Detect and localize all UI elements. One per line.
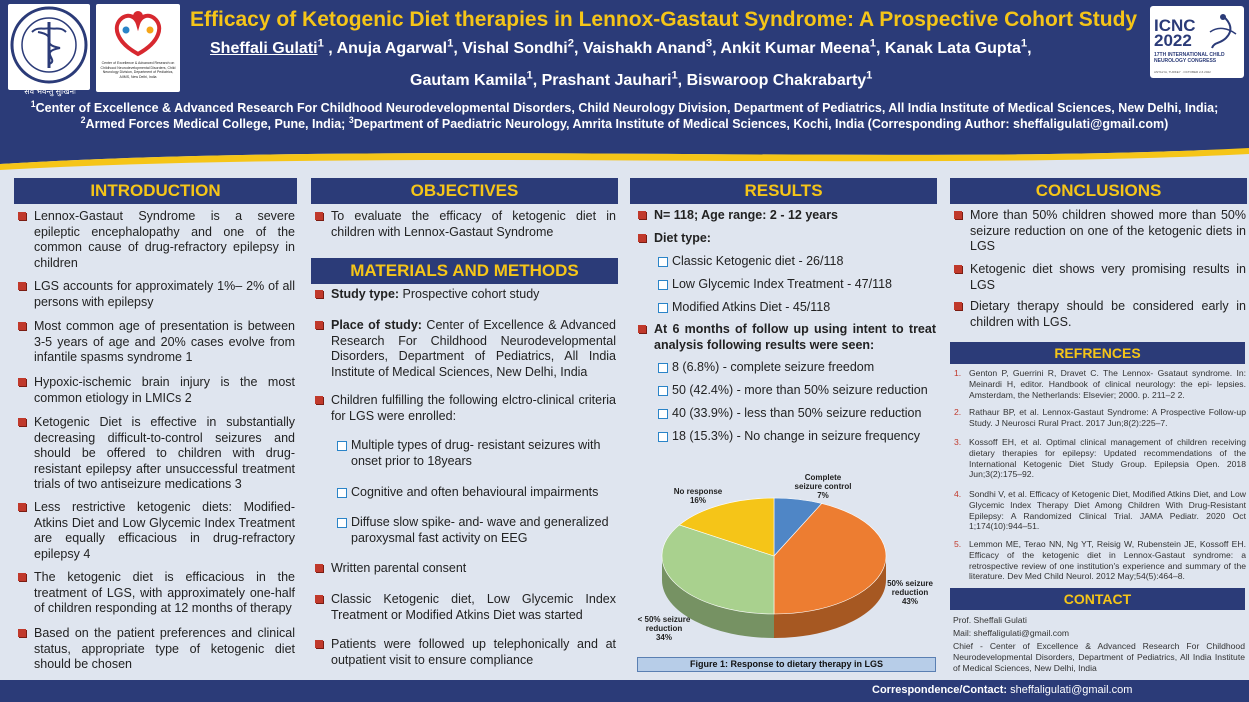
author-name: Kanak Lata Gupta bbox=[884, 40, 1021, 57]
author-name: Sheffali Gulati bbox=[210, 40, 318, 57]
intro-bullet: Hypoxic-ischemic brain injury is the mos… bbox=[16, 375, 295, 406]
aiims-motto: सर्वे भवन्तु सुखिनः bbox=[24, 87, 76, 96]
author-name: Vaishakh Anand bbox=[582, 40, 706, 57]
figure-caption: Figure 1: Response to dietary therapy in… bbox=[637, 657, 936, 672]
author-sup: 1 bbox=[1020, 37, 1028, 50]
author-sup: 1 bbox=[671, 69, 678, 82]
author-sup: 1 bbox=[869, 37, 876, 50]
contact-role: Chief - Center of Excellence & Advanced … bbox=[953, 641, 1245, 673]
methods-heading: MATERIALS AND METHODS bbox=[311, 258, 618, 284]
contact-heading: CONTACT bbox=[950, 588, 1245, 610]
author-name: Ankit Kumar Meena bbox=[720, 40, 870, 57]
icnc-logo-text: ICNC 2022 bbox=[1154, 16, 1196, 50]
diet-type-item: Modified Atkins Diet - 45/118 bbox=[656, 300, 936, 316]
conclusion-bullet: More than 50% children showed more than … bbox=[952, 208, 1246, 255]
reference-item: 1. Genton P, Guerrini R, Dravet C. The Le… bbox=[954, 368, 1246, 400]
conclusion-bullet: Ketogenic diet shows very promising resu… bbox=[952, 262, 1246, 293]
author-name: Biswaroop Chakrabarty bbox=[686, 72, 867, 89]
intro-bullet: Based on the patient preferences and cli… bbox=[16, 626, 295, 673]
diet-type-item: Classic Ketogenic diet - 26/118 bbox=[656, 254, 936, 270]
results-followup-line: At 6 months of follow up using intent to… bbox=[636, 322, 936, 353]
methods-bullet-criteria: Children fulfilling the following elctro… bbox=[313, 393, 616, 424]
icnc-2022-logo: ICNC 2022 17TH INTERNATIONAL CHILD NEURO… bbox=[1150, 6, 1244, 78]
references-heading: REFRENCES bbox=[950, 342, 1245, 364]
poster-header bbox=[0, 0, 1249, 150]
aiims-logo bbox=[8, 4, 90, 90]
footer-contact: Correspondence/Contact: sheffaligulati@g… bbox=[872, 684, 1133, 696]
pie-slice-2 bbox=[773, 503, 887, 615]
intro-bullet: Ketogenic Diet is effective in substanti… bbox=[16, 415, 295, 493]
pie-label-1: Complete seizure control 7% bbox=[794, 473, 852, 500]
poster-title: Efficacy of Ketogenic Diet therapies in … bbox=[190, 8, 1138, 31]
dancer-icon bbox=[1209, 14, 1237, 49]
conclusions-heading: CONCLUSIONS bbox=[950, 178, 1247, 204]
pie-slice-3 bbox=[661, 524, 775, 615]
results-diet-type-label: Diet type: bbox=[636, 231, 936, 247]
outcome-item: 50 (42.4%) - more than 50% seizure reduc… bbox=[656, 383, 936, 399]
criteria-item: Multiple types of drug- resistant seizur… bbox=[335, 438, 615, 469]
conclusion-bullet: Dietary therapy should be considered ear… bbox=[952, 299, 1246, 330]
objectives-heading: OBJECTIVES bbox=[311, 178, 618, 204]
results-heading: RESULTS bbox=[630, 178, 937, 204]
reference-item: 4. Sondhi V, et al. Efficacy of Ketogenic… bbox=[954, 489, 1246, 532]
pie-slice-side bbox=[774, 556, 886, 638]
reference-item: 3. Kossoff EH, et al. Optimal clinical ma… bbox=[954, 437, 1246, 480]
intro-bullet: LGS accounts for approximately 1%– 2% of… bbox=[16, 279, 295, 310]
outcome-item: 40 (33.9%) - less than 50% seizure reduc… bbox=[656, 406, 936, 422]
intro-bullet: Most common age of presentation is betwe… bbox=[16, 319, 295, 366]
author-sup: 1 bbox=[317, 37, 324, 50]
author-sup: 3 bbox=[705, 37, 713, 50]
introduction-heading: INTRODUCTION bbox=[14, 178, 297, 204]
pie-slice-side bbox=[662, 556, 774, 638]
outcome-item: 18 (15.3%) - No change in seizure freque… bbox=[656, 429, 936, 445]
authors-line-2: Gautam Kamila1, Prashant Jauhari1, Biswa… bbox=[410, 69, 873, 89]
author-name: Prashant Jauhari bbox=[541, 72, 672, 89]
reference-item: 2. Rathaur BP, et al. Lennox-Gastaut Synd… bbox=[954, 407, 1246, 428]
author-name: Gautam Kamila bbox=[410, 72, 527, 89]
affiliation-line-1: 1Center of Excellence & Advanced Researc… bbox=[30, 98, 1219, 115]
pie-label-3: < 50% seizure reduction 34% bbox=[637, 615, 691, 642]
author-sup: 2 bbox=[567, 37, 574, 50]
affiliation-line-2: 2Armed Forces Medical College, Pune, Ind… bbox=[80, 114, 1169, 131]
criteria-item: Cognitive and often behavioural impairme… bbox=[335, 485, 615, 501]
contact-name: Prof. Sheffali Gulati bbox=[953, 615, 1027, 625]
pie-label-4: No response 16% bbox=[673, 487, 723, 505]
authors-line-1: Sheffali Gulati1 , Anuja Agarwal1, Visha… bbox=[210, 37, 1032, 57]
contact-mail: Mail: sheffaligulati@gmail.com bbox=[953, 628, 1070, 638]
intro-bullet: Lennox-Gastaut Syndrome is a severe epil… bbox=[16, 209, 295, 271]
coe-logo: Center of Excellence & Advanced Research… bbox=[96, 4, 180, 92]
results-n-line: N= 118; Age range: 2 - 12 years bbox=[636, 208, 936, 224]
pie-slice-4 bbox=[678, 497, 775, 557]
author-sup: 1 bbox=[526, 69, 533, 82]
methods-bullet-consent: Written parental consent bbox=[313, 561, 616, 577]
footer-bar bbox=[0, 680, 1249, 702]
icnc-logo-place: ANTALYA, TURKEY · OCTOBER 2-6 2022 bbox=[1154, 70, 1211, 74]
outcome-item: 8 (6.8%) - complete seizure freedom bbox=[656, 360, 936, 376]
objective-bullet: To evaluate the efficacy of ketogenic di… bbox=[313, 209, 616, 240]
methods-bullet-followup: Patients were followed up telephonically… bbox=[313, 637, 616, 668]
author-sup: 1 bbox=[866, 69, 873, 82]
methods-bullet-study-type: Study type: Prospective cohort study bbox=[313, 287, 616, 303]
pie-label-2: 50% seizure reduction 43% bbox=[887, 579, 933, 606]
intro-bullet: Less restrictive ketogenic diets: Modifi… bbox=[16, 500, 295, 562]
icnc-logo-name: 17TH INTERNATIONAL CHILD NEUROLOGY CONGR… bbox=[1154, 52, 1225, 64]
author-name: Anuja Agarwal bbox=[336, 40, 448, 57]
affiliations: 1Center of Excellence & Advanced Researc… bbox=[0, 98, 1249, 132]
coe-logo-caption: Center of Excellence & Advanced Research… bbox=[100, 61, 176, 79]
criteria-item: Diffuse slow spike- and- wave and genera… bbox=[335, 515, 615, 546]
author-name: Vishal Sondhi bbox=[462, 40, 568, 57]
author-sup: 1 bbox=[447, 37, 454, 50]
methods-bullet-diet: Classic Ketogenic diet, Low Glycemic Ind… bbox=[313, 592, 616, 623]
response-pie-chart bbox=[661, 497, 887, 638]
header-wave-decoration bbox=[0, 138, 1249, 170]
diet-type-item: Low Glycemic Index Treatment - 47/118 bbox=[656, 277, 936, 293]
methods-bullet-place: Place of study: Center of Excellence & A… bbox=[313, 318, 616, 380]
reference-item: 5. Lemmon ME, Terao NN, Ng YT, Reisig W, … bbox=[954, 539, 1246, 582]
intro-bullet: The ketogenic diet is efficacious in the… bbox=[16, 570, 295, 617]
